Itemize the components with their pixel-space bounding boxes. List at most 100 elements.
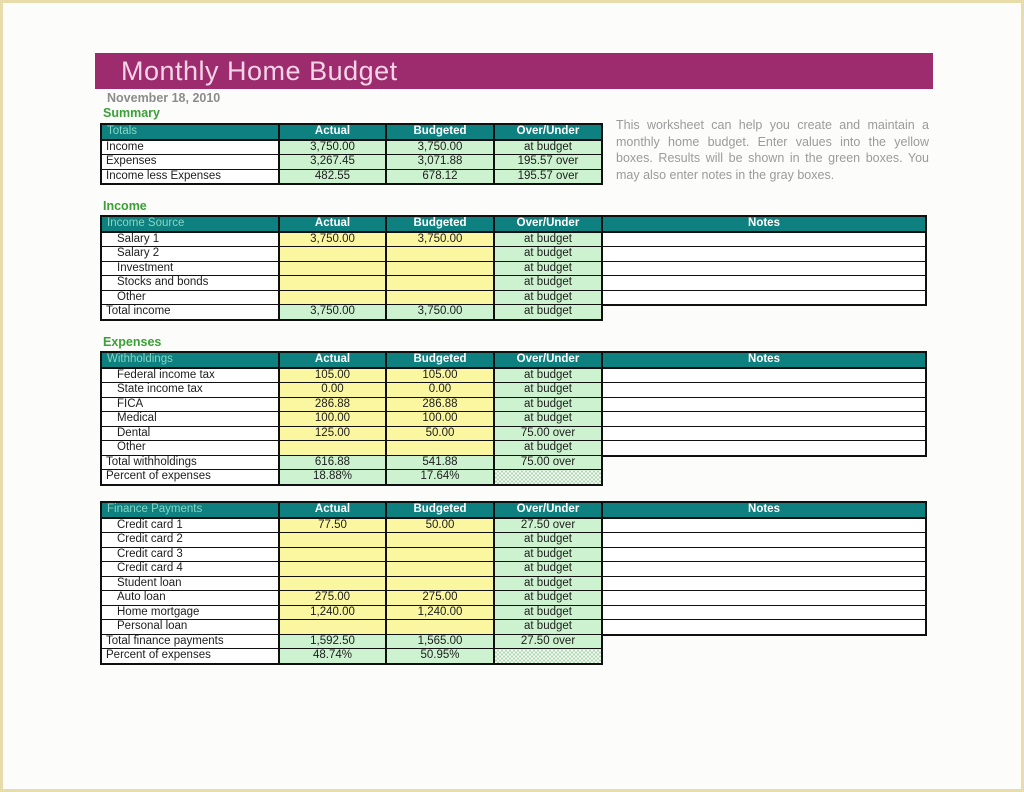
over-under-cell[interactable]: at budget	[493, 139, 603, 155]
actual-cell[interactable]: 616.88	[278, 454, 387, 470]
over-under-cell[interactable]: at budget	[493, 590, 603, 606]
budgeted-cell[interactable]: 17.64%	[385, 469, 495, 485]
notes-cell[interactable]	[601, 575, 927, 591]
budgeted-cell[interactable]: 3,750.00	[385, 231, 495, 247]
budgeted-cell[interactable]: 678.12	[385, 168, 495, 185]
over-under-cell[interactable]: 27.50 over	[493, 517, 603, 533]
notes-cell[interactable]	[601, 246, 927, 262]
actual-cell[interactable]: 3,750.00	[278, 231, 387, 247]
notes-cell[interactable]	[601, 604, 927, 620]
budgeted-cell[interactable]	[385, 546, 495, 562]
actual-cell[interactable]	[278, 440, 387, 456]
budgeted-cell[interactable]	[385, 289, 495, 305]
notes-cell[interactable]	[601, 382, 927, 398]
over-under-cell[interactable]: 27.50 over	[493, 633, 603, 649]
over-under-cell[interactable]: at budget	[493, 275, 603, 291]
notes-cell[interactable]	[601, 396, 927, 412]
budgeted-cell[interactable]: 50.00	[385, 517, 495, 533]
notes-cell[interactable]	[601, 411, 927, 427]
budgeted-cell[interactable]	[385, 260, 495, 276]
over-under-cell[interactable]: at budget	[493, 575, 603, 591]
actual-cell[interactable]	[278, 289, 387, 305]
over-under-cell[interactable]: at budget	[493, 546, 603, 562]
notes-cell[interactable]	[601, 517, 927, 533]
budgeted-cell[interactable]	[385, 440, 495, 456]
actual-cell[interactable]	[278, 575, 387, 591]
actual-cell[interactable]: 3,750.00	[278, 139, 387, 155]
over-under-cell[interactable]: at budget	[493, 289, 603, 305]
budgeted-cell[interactable]	[385, 275, 495, 291]
budgeted-cell[interactable]: 286.88	[385, 396, 495, 412]
over-under-cell[interactable]	[493, 648, 603, 664]
over-under-cell[interactable]: at budget	[493, 619, 603, 635]
actual-cell[interactable]	[278, 246, 387, 262]
actual-cell[interactable]	[278, 561, 387, 577]
over-under-cell[interactable]: at budget	[493, 260, 603, 276]
over-under-cell[interactable]	[493, 469, 603, 485]
actual-cell[interactable]: 1,240.00	[278, 604, 387, 620]
budgeted-cell[interactable]: 275.00	[385, 590, 495, 606]
budgeted-cell[interactable]	[385, 575, 495, 591]
over-under-cell[interactable]: at budget	[493, 604, 603, 620]
notes-cell[interactable]	[601, 231, 927, 247]
actual-cell[interactable]	[278, 275, 387, 291]
actual-cell[interactable]: 286.88	[278, 396, 387, 412]
actual-cell[interactable]: 0.00	[278, 382, 387, 398]
over-under-cell[interactable]: at budget	[493, 440, 603, 456]
budgeted-cell[interactable]: 0.00	[385, 382, 495, 398]
budgeted-cell[interactable]: 3,750.00	[385, 304, 495, 320]
actual-cell[interactable]: 18.88%	[278, 469, 387, 485]
actual-cell[interactable]	[278, 619, 387, 635]
over-under-cell[interactable]: at budget	[493, 561, 603, 577]
notes-cell[interactable]	[601, 425, 927, 441]
over-under-cell[interactable]: 195.57 over	[493, 168, 603, 185]
notes-cell[interactable]	[601, 546, 927, 562]
over-under-cell[interactable]: 75.00 over	[493, 454, 603, 470]
actual-cell[interactable]: 3,750.00	[278, 304, 387, 320]
actual-cell[interactable]: 77.50	[278, 517, 387, 533]
over-under-cell[interactable]: at budget	[493, 396, 603, 412]
over-under-cell[interactable]: at budget	[493, 367, 603, 383]
notes-cell[interactable]	[601, 561, 927, 577]
actual-cell[interactable]: 3,267.45	[278, 154, 387, 170]
over-under-cell[interactable]: at budget	[493, 532, 603, 548]
over-under-cell[interactable]: 195.57 over	[493, 154, 603, 170]
actual-cell[interactable]: 100.00	[278, 411, 387, 427]
actual-cell[interactable]: 48.74%	[278, 648, 387, 664]
budgeted-cell[interactable]: 100.00	[385, 411, 495, 427]
budgeted-cell[interactable]: 1,240.00	[385, 604, 495, 620]
budgeted-cell[interactable]: 3,071.88	[385, 154, 495, 170]
actual-cell[interactable]: 1,592.50	[278, 633, 387, 649]
notes-cell[interactable]	[601, 275, 927, 291]
budgeted-cell[interactable]	[385, 532, 495, 548]
actual-cell[interactable]	[278, 260, 387, 276]
actual-cell[interactable]	[278, 546, 387, 562]
budgeted-cell[interactable]: 541.88	[385, 454, 495, 470]
budgeted-cell[interactable]: 105.00	[385, 367, 495, 383]
budgeted-cell[interactable]: 3,750.00	[385, 139, 495, 155]
over-under-cell[interactable]: at budget	[493, 304, 603, 320]
budgeted-cell[interactable]: 50.00	[385, 425, 495, 441]
budgeted-cell[interactable]	[385, 561, 495, 577]
over-under-cell[interactable]: at budget	[493, 411, 603, 427]
actual-cell[interactable]: 275.00	[278, 590, 387, 606]
actual-cell[interactable]: 125.00	[278, 425, 387, 441]
budgeted-cell[interactable]	[385, 619, 495, 635]
over-under-cell[interactable]: at budget	[493, 246, 603, 262]
notes-cell[interactable]	[601, 532, 927, 548]
over-under-cell[interactable]: at budget	[493, 231, 603, 247]
over-under-cell[interactable]: 75.00 over	[493, 425, 603, 441]
over-under-cell[interactable]: at budget	[493, 382, 603, 398]
notes-cell[interactable]	[601, 590, 927, 606]
budgeted-cell[interactable]: 50.95%	[385, 648, 495, 664]
notes-cell[interactable]	[601, 367, 927, 383]
notes-cell[interactable]	[601, 289, 927, 306]
notes-cell[interactable]	[601, 440, 927, 456]
notes-cell[interactable]	[601, 619, 927, 635]
budgeted-cell[interactable]: 1,565.00	[385, 633, 495, 649]
budgeted-cell[interactable]	[385, 246, 495, 262]
actual-cell[interactable]	[278, 532, 387, 548]
actual-cell[interactable]: 105.00	[278, 367, 387, 383]
notes-cell[interactable]	[601, 260, 927, 276]
actual-cell[interactable]: 482.55	[278, 168, 387, 185]
